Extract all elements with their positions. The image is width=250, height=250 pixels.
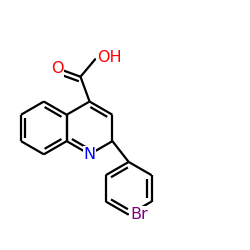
Text: OH: OH [97, 50, 122, 65]
Text: O: O [51, 61, 63, 76]
Text: Br: Br [130, 207, 148, 222]
Text: N: N [84, 147, 96, 162]
